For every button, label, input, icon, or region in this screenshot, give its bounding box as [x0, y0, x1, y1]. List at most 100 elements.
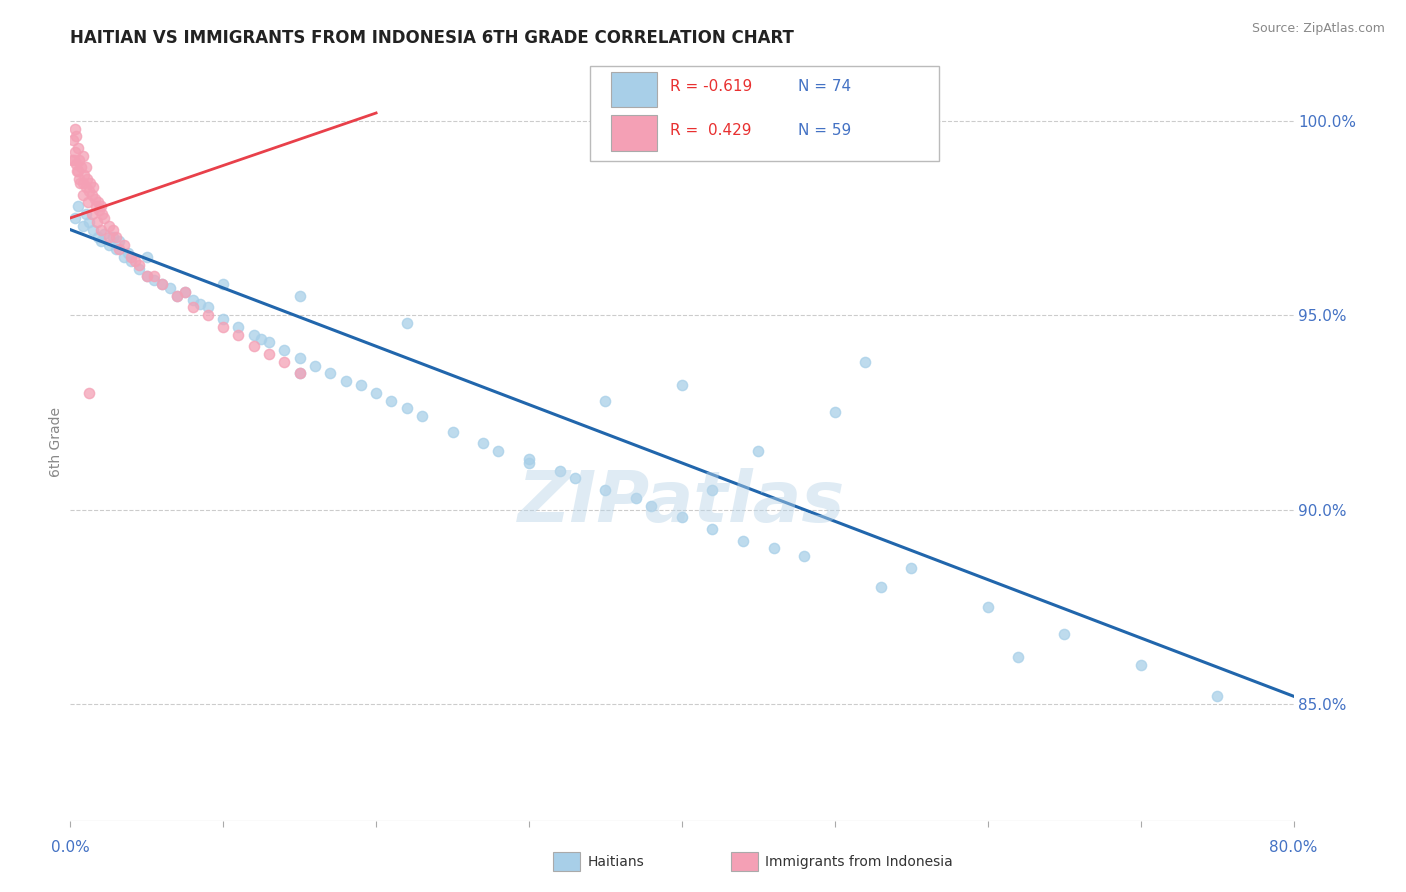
Point — [83, 192, 105, 206]
Point — [69, 153, 91, 167]
Point — [77, 386, 100, 401]
Point — [97, 238, 120, 252]
Point — [166, 289, 188, 303]
Point — [90, 199, 112, 213]
Point — [72, 187, 94, 202]
Point — [731, 533, 754, 548]
Point — [197, 308, 219, 322]
Point — [112, 238, 135, 252]
Point — [517, 452, 540, 467]
Point — [77, 184, 100, 198]
Point — [90, 222, 112, 236]
Point — [824, 405, 846, 419]
Point — [73, 168, 96, 182]
Point — [79, 176, 101, 190]
Point — [121, 253, 143, 268]
Point — [335, 374, 357, 388]
Text: HAITIAN VS IMMIGRANTS FROM INDONESIA 6TH GRADE CORRELATION CHART: HAITIAN VS IMMIGRANTS FROM INDONESIA 6TH… — [70, 29, 794, 47]
Point — [564, 471, 586, 485]
Point — [66, 164, 89, 178]
Point — [121, 250, 143, 264]
Point — [243, 339, 266, 353]
Point — [1007, 650, 1029, 665]
FancyBboxPatch shape — [591, 66, 939, 161]
Text: R = -0.619: R = -0.619 — [669, 79, 752, 95]
Point — [63, 153, 86, 167]
Point — [63, 211, 86, 225]
Point — [441, 425, 464, 439]
Point — [93, 227, 115, 241]
Point — [288, 289, 311, 303]
Point — [380, 393, 402, 408]
Point — [108, 235, 131, 249]
Point — [84, 199, 107, 213]
Point — [1053, 627, 1076, 641]
Point — [793, 549, 815, 564]
Point — [90, 235, 112, 249]
Point — [135, 250, 157, 264]
Point — [80, 187, 103, 202]
Point — [150, 277, 173, 291]
Point — [702, 522, 724, 536]
Point — [159, 281, 181, 295]
Point — [228, 319, 250, 334]
Point — [517, 456, 540, 470]
Point — [75, 207, 97, 221]
Point — [105, 242, 128, 256]
Point — [66, 164, 89, 178]
Point — [174, 285, 197, 299]
Bar — [731, 853, 758, 871]
Point — [101, 230, 124, 244]
Point — [976, 599, 998, 614]
Point — [181, 293, 204, 307]
Point — [395, 401, 418, 416]
Text: N = 59: N = 59 — [799, 123, 852, 138]
Point — [702, 483, 724, 497]
Point — [124, 253, 146, 268]
Point — [212, 277, 235, 291]
Point — [69, 176, 91, 190]
Point — [304, 359, 326, 373]
Point — [288, 367, 311, 381]
Point — [197, 301, 219, 315]
Point — [188, 296, 211, 310]
Point — [150, 277, 173, 291]
Point — [228, 327, 250, 342]
Point — [243, 327, 266, 342]
Point — [174, 285, 197, 299]
Text: Source: ZipAtlas.com: Source: ZipAtlas.com — [1251, 22, 1385, 36]
Text: Immigrants from Indonesia: Immigrants from Indonesia — [765, 855, 953, 870]
Point — [93, 211, 115, 225]
Point — [1129, 658, 1152, 673]
Point — [128, 261, 150, 276]
Point — [319, 367, 342, 381]
Point — [97, 219, 120, 233]
Point — [472, 436, 495, 450]
Point — [869, 580, 891, 594]
Point — [257, 347, 280, 361]
Point — [350, 378, 373, 392]
Point — [69, 172, 91, 186]
Point — [135, 269, 157, 284]
Point — [181, 301, 204, 315]
Point — [135, 269, 157, 284]
Point — [671, 378, 693, 392]
Text: N = 74: N = 74 — [799, 79, 851, 95]
Point — [640, 499, 662, 513]
Text: R =  0.429: R = 0.429 — [669, 123, 751, 138]
Point — [105, 230, 128, 244]
Point — [63, 121, 86, 136]
Point — [63, 145, 86, 159]
Point — [101, 222, 124, 236]
Point — [288, 351, 311, 365]
Point — [548, 464, 571, 478]
Point — [366, 386, 388, 401]
Point — [82, 222, 104, 236]
Point — [75, 179, 97, 194]
Point — [128, 258, 150, 272]
Point — [66, 141, 89, 155]
Point — [60, 153, 83, 167]
Text: 80.0%: 80.0% — [1270, 840, 1317, 855]
Point — [250, 331, 273, 345]
Point — [411, 409, 433, 424]
